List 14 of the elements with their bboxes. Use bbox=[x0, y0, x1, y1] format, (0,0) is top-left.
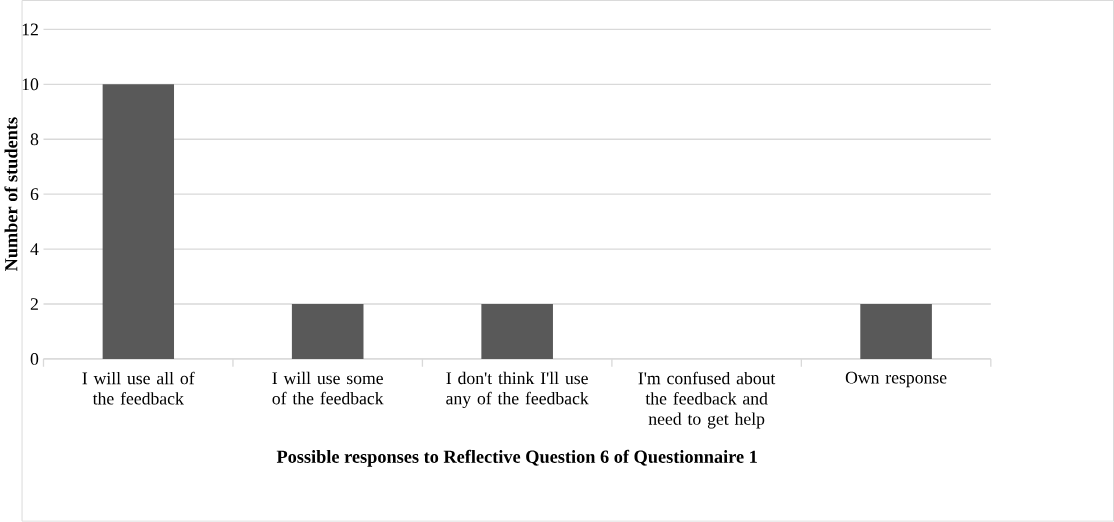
y-tick-label: 8 bbox=[30, 133, 39, 146]
x-tick-label: I don't think I'll use any of the feedback bbox=[446, 371, 589, 409]
y-tick-label: 2 bbox=[30, 298, 38, 310]
y-tick-label: 12 bbox=[22, 23, 38, 36]
x-tick-label: Own response bbox=[845, 371, 947, 388]
y-tick-label: 4 bbox=[30, 243, 39, 256]
x-axis-title: Possible responses to Reflective Question 6 of Questionnaire 1 bbox=[276, 449, 757, 467]
y-tick-label: 10 bbox=[22, 78, 39, 91]
y-tick-label: 6 bbox=[30, 188, 39, 201]
y-tick-label: 0 bbox=[30, 353, 39, 366]
x-tick-label: I'm confused about the feedback and need to get help bbox=[638, 371, 776, 429]
x-tick-label: I will use all of the feedback bbox=[82, 371, 195, 405]
y-axis-title: Number of students bbox=[4, 117, 18, 272]
x-tick-label: I will use some of the feedback bbox=[272, 371, 384, 405]
